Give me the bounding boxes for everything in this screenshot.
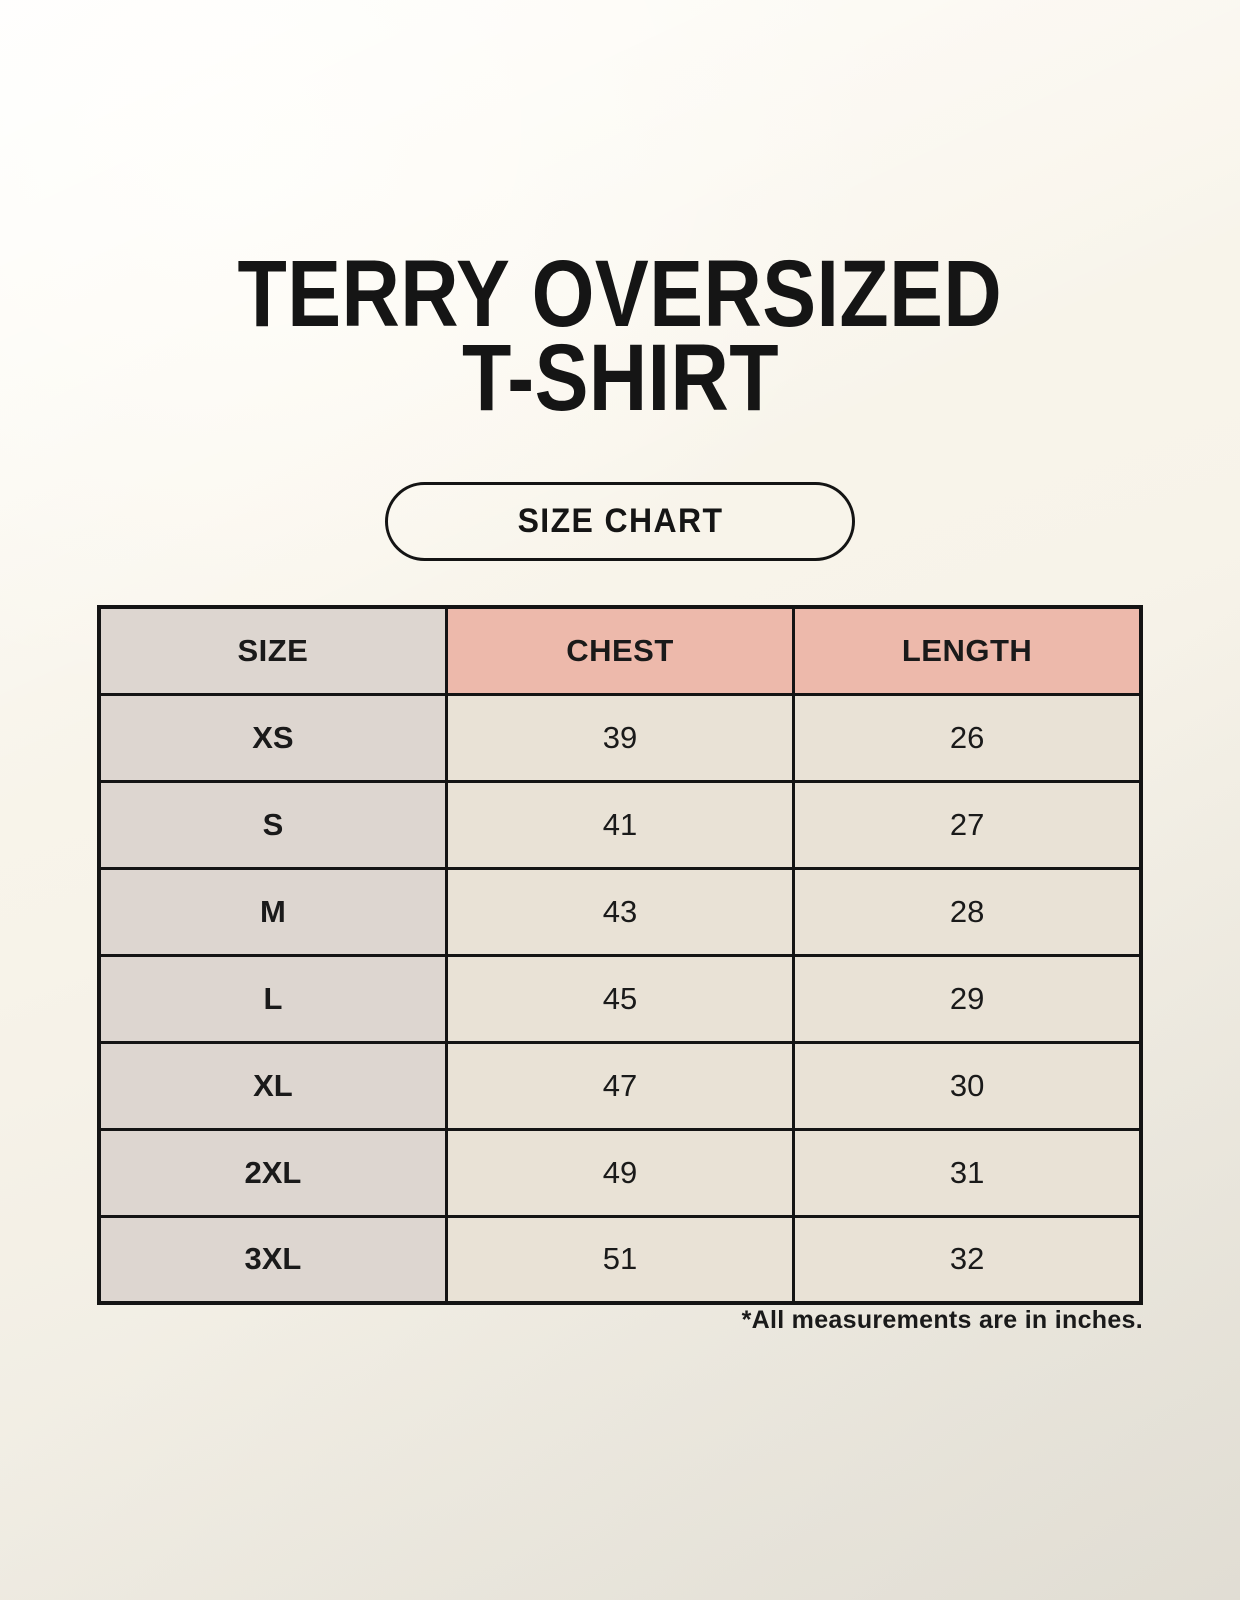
size-cell: XL xyxy=(97,1040,448,1131)
size-cell: S xyxy=(97,779,448,870)
length-value-cell: 27 xyxy=(792,779,1143,870)
size-cell: XS xyxy=(97,692,448,783)
size-chart-button-label: SIZE CHART xyxy=(517,502,723,540)
chest-value-cell: 49 xyxy=(444,1127,796,1218)
size-cell: 2XL xyxy=(97,1127,448,1218)
table-row: XS 39 26 xyxy=(97,692,1143,783)
measurements-footnote: *All measurements are in inches. xyxy=(741,1306,1143,1334)
page-title-line-2: T-SHIRT xyxy=(461,325,779,431)
chest-value-cell: 47 xyxy=(444,1040,796,1131)
length-value-cell: 26 xyxy=(792,692,1143,783)
size-chart-button[interactable]: SIZE CHART xyxy=(385,482,855,561)
length-value-cell: 29 xyxy=(792,953,1143,1044)
table-row: 3XL 51 32 xyxy=(97,1214,1143,1305)
chest-value-cell: 51 xyxy=(444,1214,796,1305)
table-row: XL 47 30 xyxy=(97,1040,1143,1131)
length-value-cell: 30 xyxy=(792,1040,1143,1131)
page-title-line-1: TERRY OVERSIZED xyxy=(237,241,1003,347)
chest-value-cell: 45 xyxy=(444,953,796,1044)
chest-value-cell: 41 xyxy=(444,779,796,870)
column-header-chest: CHEST xyxy=(444,605,796,696)
size-cell: L xyxy=(97,953,448,1044)
chest-value-cell: 43 xyxy=(444,866,796,957)
table-header-row: SIZE CHEST LENGTH xyxy=(97,605,1143,696)
column-header-size: SIZE xyxy=(97,605,448,696)
length-value-cell: 31 xyxy=(792,1127,1143,1218)
table-row: L 45 29 xyxy=(97,953,1143,1044)
column-header-length: LENGTH xyxy=(792,605,1143,696)
length-value-cell: 32 xyxy=(792,1214,1143,1305)
table-row: S 41 27 xyxy=(97,779,1143,870)
page-title: TERRY OVERSIZED T-SHIRT xyxy=(0,241,1240,431)
size-cell: M xyxy=(97,866,448,957)
size-chart-table: SIZE CHEST LENGTH XS 39 26 S 41 27 M 43 … xyxy=(97,605,1143,1305)
table-row: M 43 28 xyxy=(97,866,1143,957)
length-value-cell: 28 xyxy=(792,866,1143,957)
size-cell: 3XL xyxy=(97,1214,448,1305)
table-row: 2XL 49 31 xyxy=(97,1127,1143,1218)
chest-value-cell: 39 xyxy=(444,692,796,783)
